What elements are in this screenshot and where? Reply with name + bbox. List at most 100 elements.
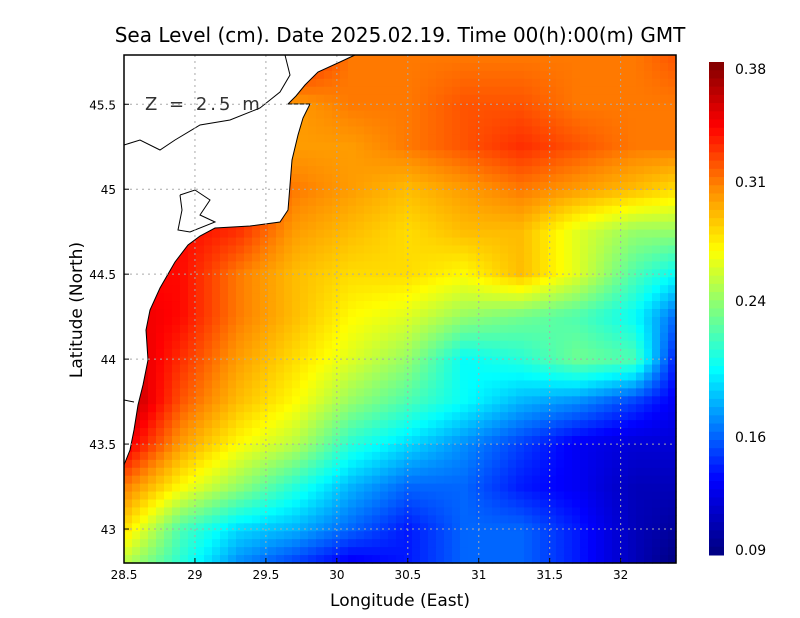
heatmap-cell xyxy=(580,499,589,509)
heatmap-cell xyxy=(340,142,349,151)
heatmap-cell xyxy=(588,118,597,128)
heatmap-cell xyxy=(332,237,341,247)
heatmap-cell xyxy=(148,364,157,374)
x-tick-label: 31.5 xyxy=(536,568,563,582)
heatmap-cell xyxy=(636,316,645,326)
heatmap-cell xyxy=(316,324,325,334)
heatmap-cell xyxy=(596,451,605,461)
heatmap-cell xyxy=(180,261,189,270)
heatmap-cell xyxy=(612,277,621,286)
heatmap-cell xyxy=(436,316,445,326)
heatmap-cell xyxy=(388,380,397,389)
heatmap-cell xyxy=(364,158,373,167)
heatmap-cell xyxy=(124,459,133,469)
heatmap-cell xyxy=(292,277,301,286)
heatmap-cell xyxy=(524,396,533,405)
heatmap-cell xyxy=(452,197,461,207)
y-tick-label: 45.5 xyxy=(89,98,116,112)
heatmap-cell xyxy=(556,126,565,135)
heatmap-cell xyxy=(348,70,357,80)
heatmap-cell xyxy=(484,467,493,477)
heatmap-cell xyxy=(196,340,205,350)
heatmap-cell xyxy=(212,316,221,326)
heatmap-cell xyxy=(428,158,437,167)
heatmap-cell xyxy=(476,102,485,112)
heatmap-cell xyxy=(348,158,357,167)
heatmap-cell xyxy=(172,301,181,310)
heatmap-cell xyxy=(332,245,341,255)
heatmap-cell xyxy=(548,523,557,532)
heatmap-cell xyxy=(364,459,373,469)
heatmap-cell xyxy=(444,499,453,509)
heatmap-cell xyxy=(588,221,597,231)
heatmap-cell xyxy=(188,475,197,485)
heatmap-cell xyxy=(164,364,173,374)
heatmap-cell xyxy=(436,396,445,405)
heatmap-cell xyxy=(516,348,525,358)
heatmap-cell xyxy=(356,62,365,72)
heatmap-cell xyxy=(364,253,373,262)
heatmap-cell xyxy=(260,483,269,493)
heatmap-cell xyxy=(508,78,517,88)
heatmap-cell xyxy=(620,475,629,485)
colorbar-swatch xyxy=(709,119,724,129)
heatmap-cell xyxy=(644,229,653,239)
heatmap-cell xyxy=(364,182,373,191)
heatmap-cell xyxy=(412,380,421,389)
heatmap-cell xyxy=(396,356,405,366)
heatmap-cell xyxy=(388,150,397,159)
heatmap-cell xyxy=(388,237,397,247)
heatmap-cell xyxy=(644,316,653,326)
heatmap-cell xyxy=(204,483,213,493)
heatmap-cell xyxy=(580,301,589,310)
heatmap-cell xyxy=(668,110,677,120)
heatmap-cell xyxy=(372,309,381,318)
heatmap-cell xyxy=(604,364,613,374)
heatmap-cell xyxy=(516,293,525,302)
heatmap-cell xyxy=(612,126,621,135)
heatmap-cell xyxy=(476,523,485,532)
colorbar-swatch xyxy=(709,62,724,71)
heatmap-cell xyxy=(124,467,133,477)
heatmap-cell xyxy=(484,229,493,239)
heatmap-cell xyxy=(476,94,485,104)
heatmap-cell xyxy=(396,420,405,429)
heatmap-cell xyxy=(348,213,357,223)
heatmap-cell xyxy=(324,428,333,437)
heatmap-cell xyxy=(196,507,205,516)
heatmap-cell xyxy=(596,380,605,389)
heatmap-cell xyxy=(180,348,189,358)
heatmap-cell xyxy=(468,237,477,247)
heatmap-cell xyxy=(292,547,301,556)
heatmap-cell xyxy=(436,197,445,207)
heatmap-cell xyxy=(500,94,509,104)
heatmap-cell xyxy=(628,309,637,318)
heatmap-cell xyxy=(268,253,277,262)
heatmap-cell xyxy=(500,221,509,231)
heatmap-cell xyxy=(436,269,445,278)
heatmap-cell xyxy=(284,483,293,493)
heatmap-cell xyxy=(276,277,285,286)
heatmap-cell xyxy=(196,332,205,342)
heatmap-cell xyxy=(220,301,229,310)
heatmap-cell xyxy=(332,142,341,151)
heatmap-cell xyxy=(580,539,589,548)
heatmap-cell xyxy=(484,134,493,143)
heatmap-cell xyxy=(308,277,317,286)
heatmap-cell xyxy=(604,261,613,270)
heatmap-cell xyxy=(404,70,413,80)
heatmap-cell xyxy=(652,539,661,548)
heatmap-cell xyxy=(564,293,573,302)
heatmap-cell xyxy=(524,301,533,310)
heatmap-cell xyxy=(212,340,221,350)
heatmap-cell xyxy=(436,412,445,421)
heatmap-cell xyxy=(548,396,557,405)
heatmap-cell xyxy=(436,118,445,128)
heatmap-cell xyxy=(404,499,413,509)
heatmap-cell xyxy=(564,372,573,382)
heatmap-cell xyxy=(268,483,277,493)
heatmap-cell xyxy=(188,396,197,405)
heatmap-cell xyxy=(532,166,541,175)
heatmap-cell xyxy=(180,285,189,294)
heatmap-cell xyxy=(556,118,565,128)
